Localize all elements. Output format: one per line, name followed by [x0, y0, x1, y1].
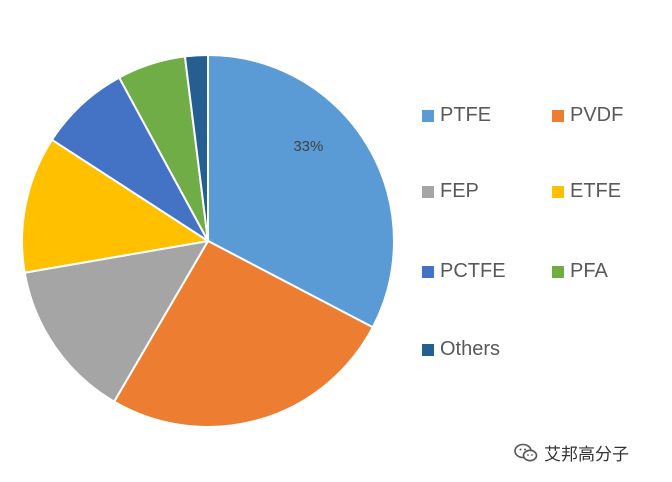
- legend-label-pvdf: PVDF: [570, 104, 624, 126]
- legend-label-ptfe: PTFE: [440, 104, 492, 126]
- pie-slice-etfe: [21, 138, 211, 274]
- legend-item-pfa: PFA: [552, 260, 608, 283]
- pie-slice-pvdf: [112, 239, 375, 428]
- legend-item-others: Others: [422, 338, 500, 361]
- legend-swatch-ptfe: [422, 109, 434, 122]
- pie-slice-fep: [23, 239, 210, 403]
- legend-item-pvdf: PVDF: [552, 104, 623, 127]
- pie-slice-pctfe: [50, 76, 209, 242]
- legend-label-pfa: PFA: [570, 260, 608, 282]
- legend-swatch-etfe: [552, 185, 564, 198]
- data-label-ptfe: 33%: [293, 138, 323, 155]
- watermark: 艾邦高分子: [514, 440, 629, 465]
- pie-slice-others: [183, 53, 209, 242]
- legend-item-ptfe: PTFE: [422, 104, 491, 127]
- legend-swatch-pfa: [552, 265, 564, 278]
- wechat-icon: [514, 443, 538, 461]
- legend-swatch-pvdf: [552, 109, 564, 122]
- legend-label-fep: FEP: [440, 180, 479, 202]
- legend-label-pctfe: PCTFE: [440, 260, 506, 282]
- legend-label-others: Others: [440, 338, 501, 360]
- legend-swatch-pctfe: [422, 265, 434, 278]
- legend-swatch-fep: [422, 185, 434, 198]
- legend-swatch-others: [422, 343, 434, 356]
- legend-item-etfe: ETFE: [552, 180, 621, 203]
- pie-slice-ptfe: [207, 53, 395, 329]
- watermark-text: 艾邦高分子: [544, 445, 629, 464]
- legend-label-etfe: ETFE: [570, 180, 622, 202]
- legend-item-pctfe: PCTFE: [422, 260, 506, 283]
- legend-item-fep: FEP: [422, 180, 479, 203]
